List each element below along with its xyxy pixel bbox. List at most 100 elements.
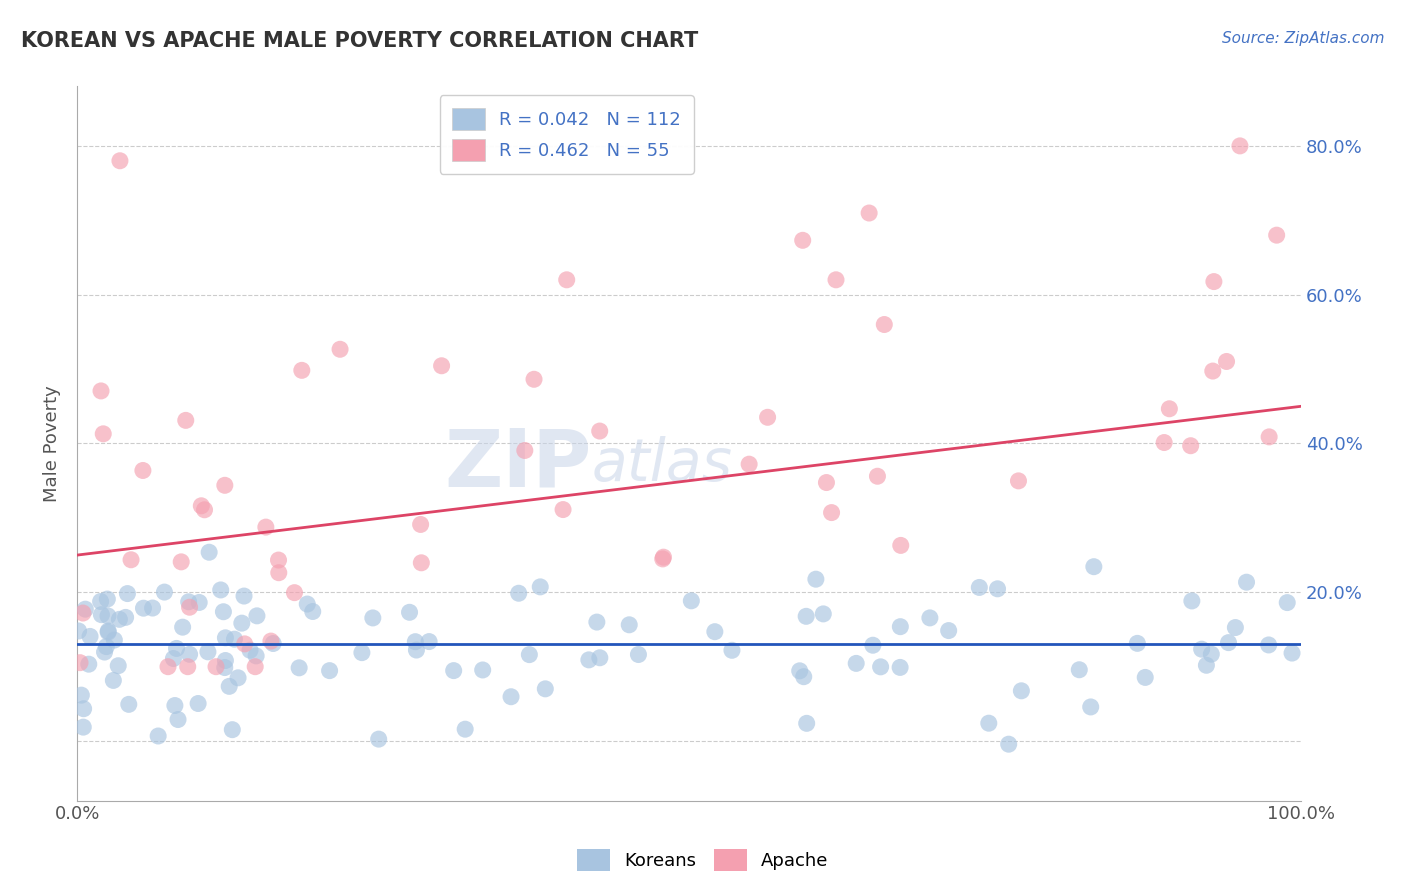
Point: [108, 612, 131, 626]
Point: [430, 359, 453, 373]
Point: [578, 653, 600, 667]
Point: [132, 601, 155, 615]
Point: [117, 586, 139, 600]
Point: [1180, 439, 1202, 453]
Point: [156, 659, 179, 673]
Point: [262, 636, 284, 650]
Point: [869, 660, 891, 674]
Point: [411, 556, 433, 570]
Point: [214, 478, 236, 492]
Point: [513, 443, 536, 458]
Point: [508, 586, 530, 600]
Point: [166, 641, 188, 656]
Point: [224, 632, 246, 647]
Point: [1007, 474, 1029, 488]
Point: [789, 664, 811, 678]
Point: [77, 657, 100, 672]
Point: [586, 615, 609, 629]
Point: [205, 659, 228, 673]
Point: [103, 673, 125, 688]
Point: [443, 664, 465, 678]
Text: atlas: atlas: [591, 436, 733, 493]
Point: [218, 679, 240, 693]
Point: [405, 643, 427, 657]
Point: [820, 506, 842, 520]
Point: [254, 520, 277, 534]
Point: [197, 645, 219, 659]
Point: [1069, 663, 1091, 677]
Point: [193, 502, 215, 516]
Point: [90, 607, 112, 622]
Point: [858, 206, 880, 220]
Point: [301, 605, 323, 619]
Point: [90, 594, 112, 608]
Point: [1135, 670, 1157, 684]
Legend: R = 0.042   N = 112, R = 0.462   N = 55: R = 0.042 N = 112, R = 0.462 N = 55: [440, 95, 693, 174]
Point: [1202, 275, 1225, 289]
Point: [142, 601, 165, 615]
Point: [1126, 636, 1149, 650]
Point: [703, 624, 725, 639]
Point: [174, 413, 197, 427]
Point: [75, 602, 97, 616]
Point: [288, 661, 311, 675]
Point: [1153, 435, 1175, 450]
Point: [1236, 575, 1258, 590]
Point: [756, 410, 779, 425]
Point: [1191, 642, 1213, 657]
Point: [118, 698, 141, 712]
Point: [792, 233, 814, 247]
Point: [239, 643, 262, 657]
Point: [1181, 594, 1204, 608]
Point: [454, 722, 477, 736]
Point: [1080, 700, 1102, 714]
Point: [221, 723, 243, 737]
Point: [267, 553, 290, 567]
Point: [813, 607, 835, 621]
Point: [297, 597, 319, 611]
Point: [804, 572, 827, 586]
Point: [167, 713, 190, 727]
Point: [214, 631, 236, 645]
Point: [918, 611, 941, 625]
Point: [1229, 139, 1251, 153]
Point: [153, 585, 176, 599]
Point: [245, 659, 267, 673]
Point: [1265, 228, 1288, 243]
Point: [226, 671, 249, 685]
Point: [418, 634, 440, 648]
Point: [198, 545, 221, 559]
Point: [212, 605, 235, 619]
Point: [162, 651, 184, 665]
Point: [97, 624, 120, 638]
Point: [96, 640, 118, 654]
Point: [589, 650, 612, 665]
Point: [1225, 621, 1247, 635]
Legend: Koreans, Apache: Koreans, Apache: [569, 842, 837, 879]
Point: [652, 550, 675, 565]
Point: [146, 729, 169, 743]
Point: [96, 592, 118, 607]
Point: [90, 384, 112, 398]
Point: [170, 555, 193, 569]
Point: [519, 648, 541, 662]
Point: [283, 585, 305, 599]
Point: [350, 646, 373, 660]
Point: [72, 606, 94, 620]
Point: [793, 670, 815, 684]
Text: Source: ZipAtlas.com: Source: ZipAtlas.com: [1222, 31, 1385, 46]
Point: [938, 624, 960, 638]
Point: [329, 343, 352, 357]
Point: [1281, 646, 1303, 660]
Point: [214, 660, 236, 674]
Point: [1083, 559, 1105, 574]
Point: [1195, 658, 1218, 673]
Y-axis label: Male Poverty: Male Poverty: [44, 385, 60, 502]
Point: [1277, 596, 1299, 610]
Point: [651, 552, 673, 566]
Point: [79, 629, 101, 643]
Point: [107, 658, 129, 673]
Point: [555, 273, 578, 287]
Point: [589, 424, 612, 438]
Point: [367, 732, 389, 747]
